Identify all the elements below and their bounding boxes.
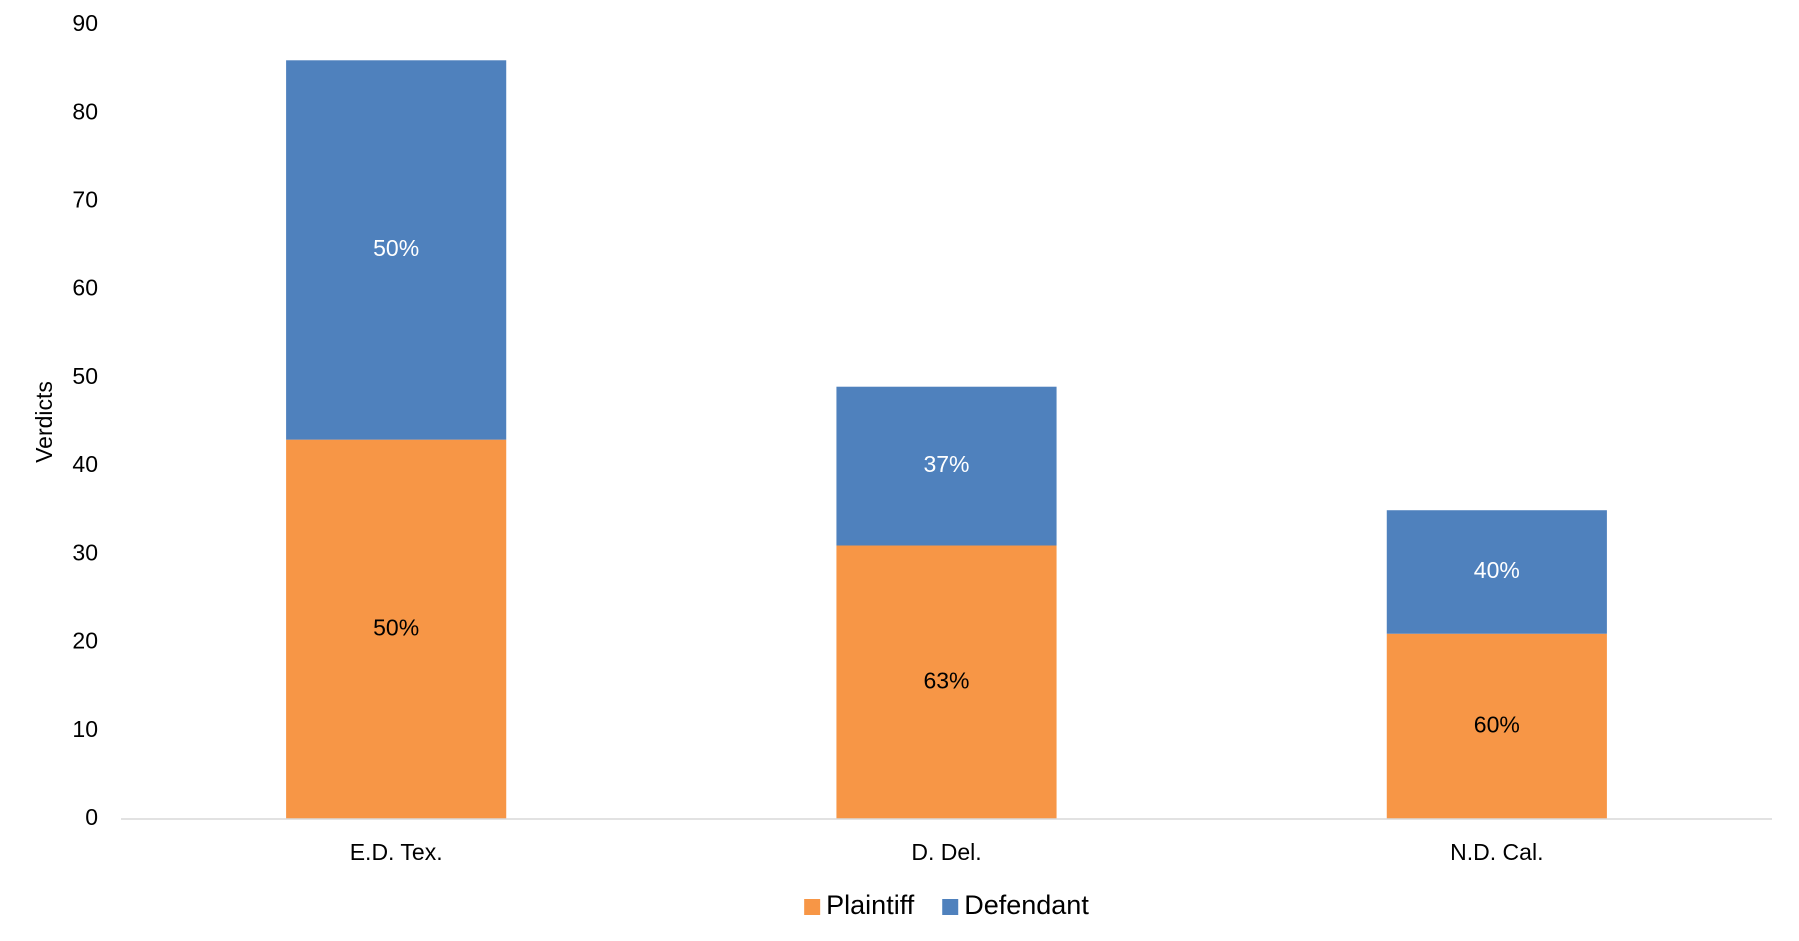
y-axis-label: Verdicts bbox=[31, 381, 57, 463]
data-label: 37% bbox=[923, 451, 969, 477]
y-tick-label: 0 bbox=[85, 804, 98, 830]
x-tick-label: E.D. Tex. bbox=[350, 839, 443, 865]
x-tick-label: N.D. Cal. bbox=[1450, 839, 1543, 865]
y-tick-label: 60 bbox=[72, 275, 98, 301]
data-label: 40% bbox=[1474, 557, 1520, 583]
data-label: 63% bbox=[923, 667, 969, 693]
x-tick-label: D. Del. bbox=[911, 839, 981, 865]
data-label: 60% bbox=[1474, 711, 1520, 737]
y-tick-label: 40 bbox=[72, 451, 98, 477]
y-tick-label: 90 bbox=[72, 10, 98, 36]
legend-label: Plaintiff bbox=[826, 890, 915, 920]
y-tick-label: 50 bbox=[72, 363, 98, 389]
data-label: 50% bbox=[373, 235, 419, 261]
y-tick-label: 80 bbox=[72, 98, 98, 124]
y-tick-label: 10 bbox=[72, 716, 98, 742]
y-tick-label: 20 bbox=[72, 628, 98, 654]
legend-label: Defendant bbox=[964, 890, 1089, 920]
legend-item: Plaintiff bbox=[804, 890, 915, 920]
legend-swatch bbox=[804, 899, 820, 915]
y-tick-label: 70 bbox=[72, 187, 98, 213]
legend-item: Defendant bbox=[942, 890, 1089, 920]
y-tick-label: 30 bbox=[72, 539, 98, 565]
data-label: 50% bbox=[373, 614, 419, 640]
legend-swatch bbox=[942, 899, 958, 915]
chart: Verdicts 0 10 20 30 40 50 60 70 80 90 E.D. Tex. 50%… bbox=[0, 0, 1799, 941]
